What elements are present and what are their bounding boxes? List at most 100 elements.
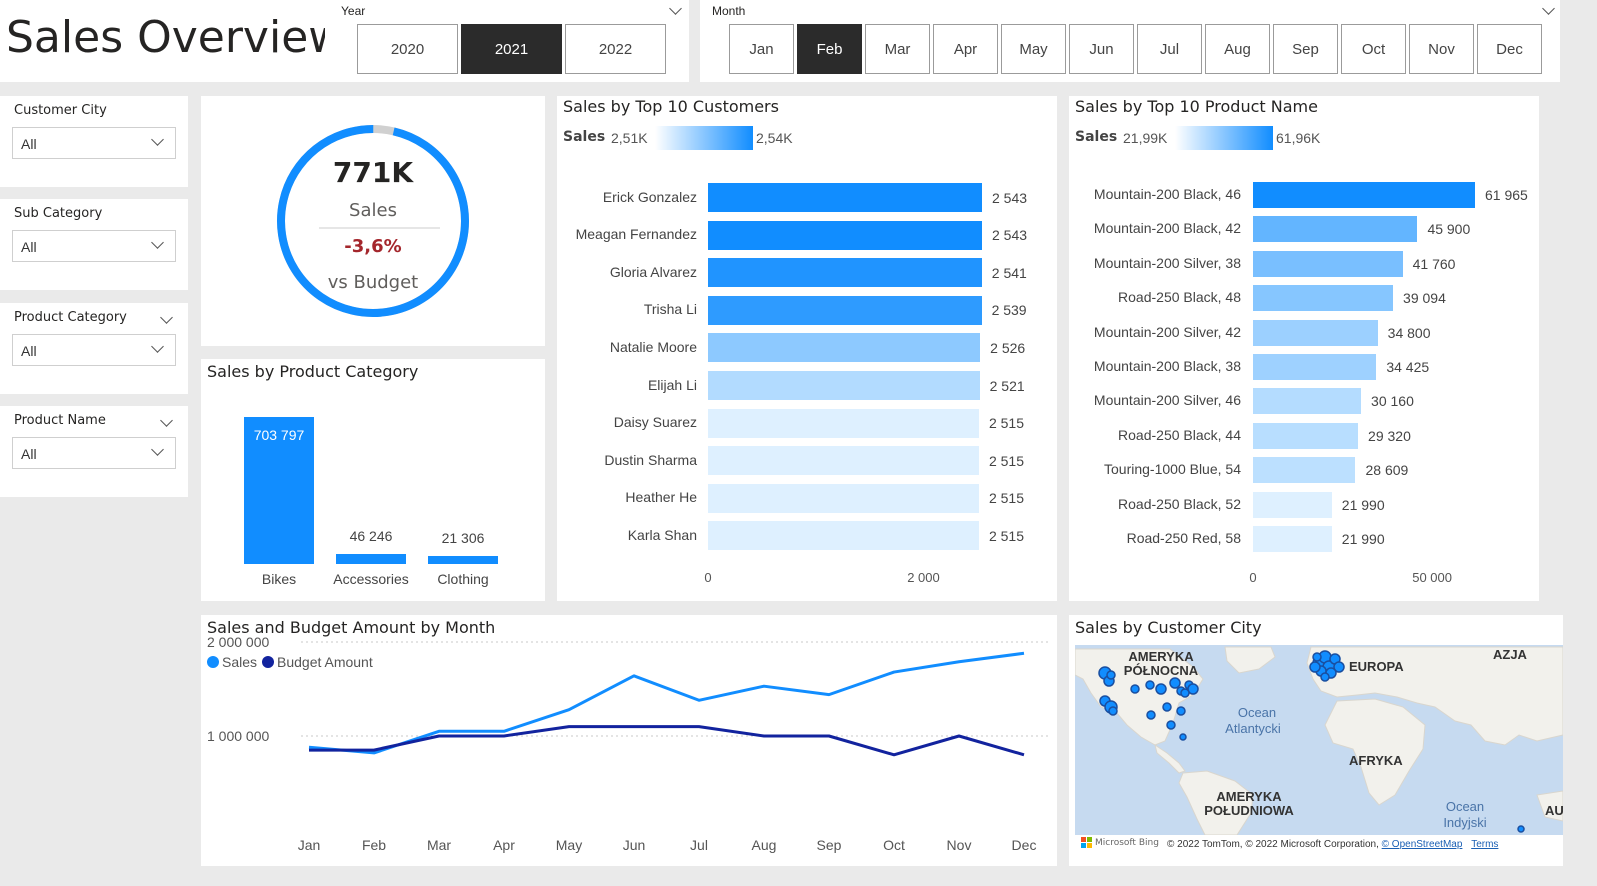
map-point[interactable] (1169, 677, 1181, 689)
chevron-down-icon[interactable] (160, 311, 173, 324)
chevron-down-icon[interactable] (1542, 2, 1555, 15)
chevron-down-icon[interactable] (160, 414, 173, 427)
kpi-delta: -3,6% (344, 236, 402, 257)
map-point[interactable] (1517, 825, 1525, 833)
map-label-south-america: AMERYKA (1216, 789, 1282, 804)
horizontal-bar[interactable] (1253, 422, 1359, 449)
map-label-north-america: PÓŁNOCNA (1124, 663, 1199, 678)
map-label-atlantic: Atlantycki (1225, 721, 1281, 736)
month-button-oct[interactable]: Oct (1341, 24, 1406, 74)
map-point[interactable] (1320, 672, 1330, 682)
map-point[interactable] (1108, 706, 1118, 716)
x-axis-tick: Dec (1012, 837, 1037, 853)
osm-link[interactable]: © OpenStreetMap (1381, 839, 1463, 850)
map-point[interactable] (1130, 684, 1140, 694)
horizontal-bar[interactable] (708, 483, 979, 513)
month-button-feb[interactable]: Feb (797, 24, 862, 74)
horizontal-bar[interactable] (708, 295, 982, 325)
month-button-jun[interactable]: Jun (1069, 24, 1134, 74)
horizontal-bar[interactable] (708, 371, 980, 400)
legend-dot (207, 656, 219, 668)
map-label-south-america: POŁUDNIOWA (1204, 803, 1294, 818)
horizontal-bar[interactable] (708, 333, 981, 363)
map-point[interactable] (1187, 683, 1199, 695)
map-attribution: © 2022 TomTom, © 2022 Microsoft Corporat… (1167, 839, 1498, 850)
line-chart-card[interactable]: Sales and Budget Amount by Month Sales B… (201, 615, 1057, 866)
horizontal-bar[interactable] (708, 446, 979, 476)
chevron-down-icon[interactable] (669, 2, 682, 15)
customers-chart-card[interactable]: Sales by Top 10 Customers Sales 2,51K 2,… (557, 96, 1057, 601)
chart-title: Sales by Top 10 Product Name (1075, 97, 1318, 116)
map-point[interactable] (1180, 688, 1190, 698)
category-bar[interactable] (336, 554, 406, 564)
map-point[interactable] (1309, 661, 1321, 673)
map-card[interactable]: Sales by Customer City AMERYKA PÓŁNOCNA … (1069, 615, 1563, 866)
category-bar[interactable] (244, 417, 314, 564)
month-button-nov[interactable]: Nov (1409, 24, 1474, 74)
month-button-apr[interactable]: Apr (933, 24, 998, 74)
category-bar[interactable] (428, 556, 498, 564)
eurasia-shape (1306, 646, 1563, 746)
horizontal-bar[interactable] (1253, 388, 1362, 415)
horizontal-bar[interactable] (1253, 354, 1377, 380)
horizontal-bar[interactable] (1253, 182, 1475, 208)
category-label: Karla Shan (627, 526, 697, 543)
filter-label: Sub Category (14, 206, 103, 221)
horizontal-bar[interactable] (1253, 491, 1332, 518)
filter-label: Customer City (14, 103, 107, 118)
category-label: Mountain-200 Silver, 42 (1093, 323, 1241, 340)
month-button-sep[interactable]: Sep (1273, 24, 1338, 74)
map-point[interactable] (1146, 710, 1156, 720)
map-label-indian: Indyjski (1443, 815, 1486, 830)
sub-category-dropdown[interactable]: All (12, 230, 176, 262)
horizontal-bar[interactable] (708, 183, 982, 212)
horizontal-bar[interactable] (1253, 526, 1332, 552)
bar-value-label: 39 094 (1403, 290, 1446, 307)
bar-value-label: 2 539 (991, 302, 1027, 319)
customer-city-dropdown[interactable]: All (12, 127, 176, 159)
horizontal-bar[interactable] (1253, 457, 1356, 484)
month-button-may[interactable]: May (1001, 24, 1066, 74)
horizontal-bar[interactable] (1253, 285, 1394, 312)
product-name-dropdown[interactable]: All (12, 437, 176, 469)
product-category-dropdown[interactable]: All (12, 334, 176, 366)
x-axis-tick: 0 (1249, 570, 1257, 585)
month-button-aug[interactable]: Aug (1205, 24, 1270, 74)
horizontal-bar[interactable] (708, 258, 982, 288)
world-map[interactable]: AMERYKA PÓŁNOCNA EUROPA AZJA AFRYKA AMER… (1075, 645, 1563, 835)
x-axis-tick: 2 000 (907, 570, 940, 585)
series-line-0[interactable] (308, 651, 1025, 755)
map-point[interactable] (1312, 652, 1322, 662)
terms-link[interactable]: Terms (1471, 839, 1499, 850)
category-label: Trisha Li (643, 301, 697, 318)
month-button-jan[interactable]: Jan (729, 24, 794, 74)
bar-value-label: 46 246 (349, 528, 393, 545)
map-point[interactable] (1106, 670, 1116, 680)
dropdown-value: All (21, 343, 37, 359)
series-line-1[interactable] (309, 725, 1025, 757)
products-chart-card[interactable]: Sales by Top 10 Product Name Sales 21,99… (1069, 96, 1539, 601)
horizontal-bar[interactable] (1253, 250, 1403, 277)
year-button-2020[interactable]: 2020 (357, 24, 458, 74)
horizontal-bar[interactable] (708, 220, 982, 250)
horizontal-bar[interactable] (1253, 216, 1418, 243)
month-button-dec[interactable]: Dec (1477, 24, 1542, 74)
horizontal-bar[interactable] (708, 521, 979, 551)
map-point[interactable] (1166, 720, 1176, 730)
year-button-2022[interactable]: 2022 (565, 24, 666, 74)
category-label: Mountain-200 Black, 42 (1093, 220, 1241, 237)
horizontal-bar[interactable] (708, 408, 979, 438)
map-point[interactable] (1176, 706, 1186, 716)
month-button-mar[interactable]: Mar (865, 24, 930, 74)
map-point[interactable] (1162, 702, 1172, 712)
map-point[interactable] (1333, 661, 1345, 673)
kpi-card[interactable]: 771K Sales -3,6% vs Budget (201, 96, 545, 346)
map-point[interactable] (1155, 683, 1167, 695)
year-button-2021[interactable]: 2021 (461, 24, 562, 74)
horizontal-bar[interactable] (1253, 319, 1378, 346)
category-chart-card[interactable]: Sales by Product Category 703 797 Bikes 46… (201, 359, 545, 601)
map-point[interactable] (1145, 680, 1155, 690)
legend-budget: Budget Amount (262, 654, 373, 670)
month-button-jul[interactable]: Jul (1137, 24, 1202, 74)
map-point[interactable] (1179, 733, 1187, 741)
